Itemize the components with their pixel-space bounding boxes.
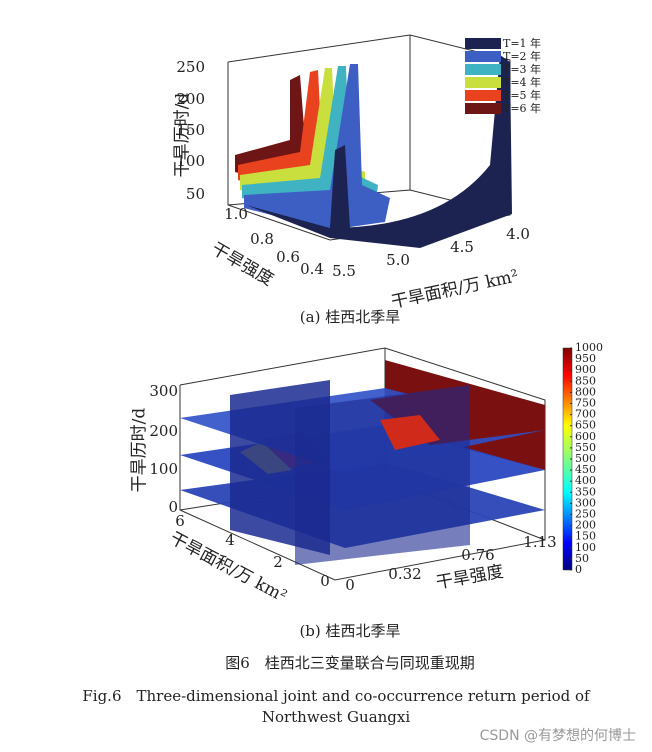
legend-swatch (465, 90, 501, 101)
y-axis-label: 干旱强度 (435, 562, 505, 594)
y-tick-label: 0.76 (461, 546, 494, 564)
y-tick-label: 0.8 (250, 230, 274, 248)
legend-label: T=6 年 (503, 101, 541, 115)
legend-label: T=3 年 (503, 62, 541, 76)
colorbar-tick-label: 300 (575, 496, 596, 509)
colorbar-tick-label: 950 (575, 352, 596, 365)
colorbar-tick-label: 700 (575, 408, 596, 421)
legend-swatch (465, 38, 501, 49)
colorbar-ticks: 1000950900850800750700650600550500450400… (570, 341, 603, 576)
z-axis-label: 干旱历时/d (130, 408, 150, 493)
panel-b-plot (179, 347, 546, 581)
colorbar-tick-label: 650 (575, 419, 596, 432)
colorbar-tick-label: 850 (575, 374, 596, 387)
colorbar-tick-label: 1000 (575, 341, 603, 354)
colorbar-tick-label: 100 (575, 541, 596, 554)
legend-label: T=2 年 (503, 49, 541, 63)
x-tick-label: 2 (273, 553, 283, 571)
legend-swatch (465, 64, 501, 75)
colorbar-tick-label: 350 (575, 485, 596, 498)
z-tick-label: 100 (176, 152, 205, 170)
colorbar-tick-label: 400 (575, 474, 596, 487)
x-tick-label: 0 (320, 572, 330, 590)
z-tick-label: 300 (149, 382, 178, 400)
z-tick-label: 50 (186, 185, 205, 203)
colorbar-tick-label: 0 (575, 563, 582, 576)
figure-title: 图6 桂西北三变量联合与同现重现期 (225, 654, 475, 672)
x-tick-label: 4.5 (450, 238, 474, 256)
legend-label: T=5 年 (503, 88, 541, 102)
x-tick-label: 4 (225, 531, 235, 549)
z-axis-label: 干旱历时/d (173, 93, 193, 178)
z-tick-label: 150 (176, 121, 205, 139)
legend-swatch (465, 51, 501, 62)
panel-caption: (a) 桂西北季旱 (300, 308, 400, 326)
y-tick-label: 0.6 (276, 248, 300, 266)
y-tick-label: 0.32 (388, 565, 421, 583)
z-tick-label: 0 (168, 498, 178, 516)
legend-label: T=4 年 (503, 75, 541, 89)
y-tick-label: 0.4 (300, 260, 324, 278)
z-tick-label: 250 (176, 58, 205, 76)
legend-swatch (465, 77, 501, 88)
colorbar-tick-label: 250 (575, 508, 596, 521)
colorbar-tick-label: 750 (575, 397, 596, 410)
x-tick-label: 4.0 (506, 225, 530, 243)
x-tick-label: 5.0 (386, 251, 410, 269)
legend-swatch (465, 103, 501, 114)
panel-caption: (b) 桂西北季旱 (299, 622, 400, 640)
colorbar-tick-label: 900 (575, 363, 596, 376)
caption-en: Northwest Guangxi (262, 708, 411, 726)
colorbar-tick-label: 800 (575, 385, 596, 398)
panel-a-plot (227, 34, 512, 248)
z-tick-label: 200 (149, 422, 178, 440)
y-tick-label: 1.13 (523, 533, 556, 551)
y-tick-label: 1.0 (224, 205, 248, 223)
caption-en: Fig.6 Three-dimensional joint and co-occ… (82, 687, 591, 705)
z-tick-label: 100 (149, 460, 178, 478)
y-tick-label: 0 (345, 576, 355, 594)
x-tick-label: 6 (175, 512, 185, 530)
colorbar-tick-label: 150 (575, 530, 596, 543)
z-tick-label: 200 (176, 90, 205, 108)
colorbar-tick-label: 500 (575, 452, 596, 465)
colorbar-tick-label: 200 (575, 519, 596, 532)
legend: T=1 年T=2 年T=3 年T=4 年T=5 年T=6 年 (465, 36, 541, 115)
legend-label: T=1 年 (503, 36, 541, 50)
x-tick-label: 5.5 (332, 262, 356, 280)
colorbar-tick-label: 550 (575, 441, 596, 454)
colorbar-tick-label: 50 (575, 552, 589, 565)
colorbar-tick-label: 600 (575, 430, 596, 443)
watermark: CSDN @有梦想的何博士 (480, 727, 636, 744)
x-axis-label: 干旱面积/万 km² (390, 266, 521, 312)
colorbar-tick-label: 450 (575, 463, 596, 476)
